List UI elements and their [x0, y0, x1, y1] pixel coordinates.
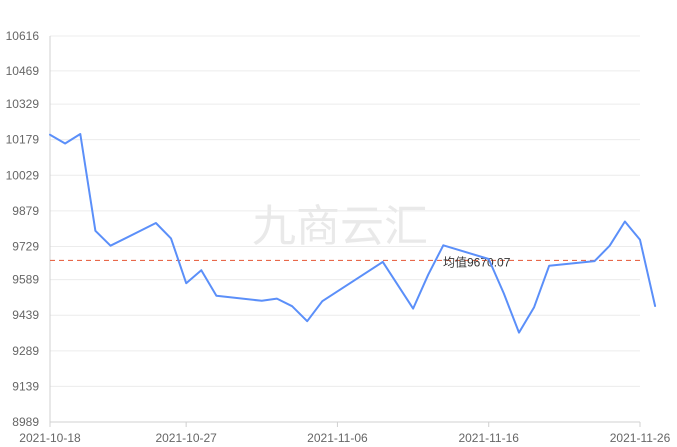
data-point	[214, 293, 219, 298]
data-point	[501, 291, 506, 296]
data-point	[169, 236, 174, 241]
data-point	[380, 259, 385, 264]
y-tick-label: 9439	[12, 308, 39, 322]
data-point	[153, 221, 158, 226]
data-point	[622, 219, 627, 224]
axes	[49, 36, 641, 427]
watermark-text: 九商云汇	[252, 201, 428, 252]
y-tick-label: 9589	[12, 273, 39, 287]
x-tick-label: 2021-10-27	[155, 431, 217, 445]
data-point	[638, 237, 643, 242]
y-tick-label: 10469	[6, 64, 40, 78]
data-point	[305, 319, 310, 324]
data-point	[653, 304, 658, 309]
data-point	[63, 141, 68, 146]
y-tick-label: 9289	[12, 344, 39, 358]
data-point	[78, 132, 83, 137]
average-label: 均值9670.07	[443, 254, 511, 269]
data-point	[259, 298, 264, 303]
data-point	[547, 263, 552, 268]
x-tick-label: 2021-11-26	[610, 431, 671, 445]
data-point	[48, 132, 53, 137]
gridlines	[50, 35, 640, 387]
data-point	[441, 243, 446, 248]
y-tick-label: 9729	[12, 239, 39, 253]
y-axis-ticks: 10616 10469 10329 10179 10029 9879 9729 9589 943…	[6, 29, 40, 429]
data-point	[532, 305, 537, 310]
data-point	[108, 243, 113, 248]
x-tick-label: 2021-10-18	[19, 431, 81, 445]
data-point	[426, 272, 431, 277]
data-point	[199, 268, 204, 273]
data-point	[290, 304, 295, 309]
series-layer	[48, 132, 658, 335]
y-tick-label: 10616	[6, 29, 40, 43]
data-point	[607, 243, 612, 248]
data-point	[184, 281, 189, 286]
data-point	[274, 296, 279, 301]
y-tick-label: 9139	[12, 379, 39, 393]
x-tick-label: 2021-11-06	[307, 431, 368, 445]
data-point	[320, 299, 325, 304]
x-axis-ticks: 2021-10-18 2021-10-27 2021-11-06 2021-11-16…	[19, 431, 670, 445]
y-tick-label: 10029	[6, 168, 40, 182]
data-point	[517, 330, 522, 335]
average-line-group: 均值9670.07	[50, 254, 640, 269]
y-tick-label: 10329	[6, 97, 40, 111]
series-line	[49, 133, 657, 334]
y-tick-label: 9879	[12, 204, 39, 218]
data-point	[592, 259, 597, 264]
data-point	[411, 306, 416, 311]
data-point	[486, 257, 491, 262]
y-tick-label: 10179	[6, 133, 40, 147]
data-point	[93, 228, 98, 233]
y-tick-label: 8989	[12, 415, 39, 429]
x-tick-label: 2021-11-16	[458, 431, 519, 445]
